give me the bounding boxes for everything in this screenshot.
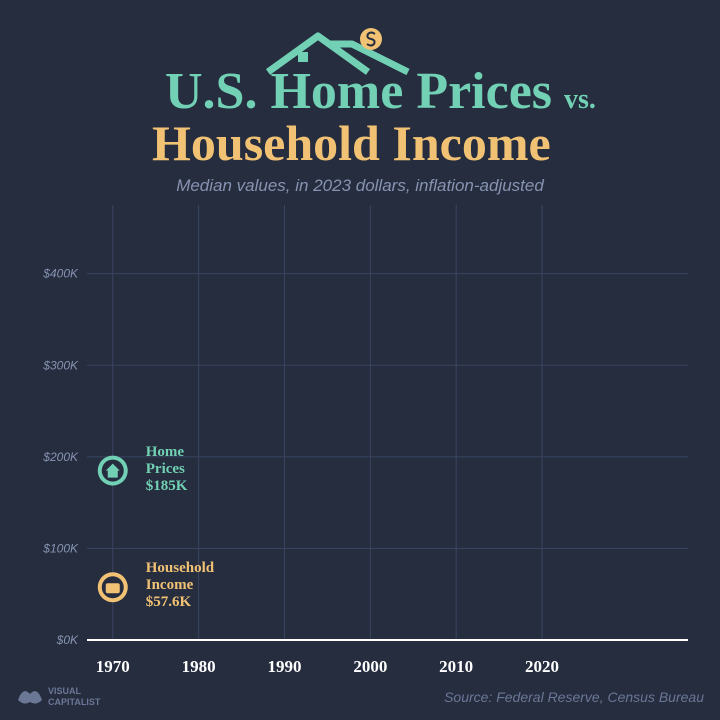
x-tick-label: 1980 [182,657,216,676]
subtitle: Median values, in 2023 dollars, inflatio… [176,176,544,195]
source: Source: Federal Reserve, Census Bureau [444,689,704,705]
x-tick-label: 2020 [525,657,559,676]
series-name: Household Income [145,560,215,594]
x-tick-label: 2010 [439,657,473,676]
logo: VISUAL CAPITALIST [18,686,101,707]
y-tick-label: $0K [56,633,79,647]
value-label: $57.6K [145,594,192,611]
x-tick-label: 2000 [353,657,387,676]
title-line1: U.S. Home Prices [165,63,552,120]
series-label: Home Prices $185K [146,444,188,495]
logo-line1: VISUAL [48,686,82,696]
home-icon [105,463,120,478]
title-connector: vs. [564,84,596,115]
y-tick-label: $100K [42,541,79,555]
y-tick-label: $400K [42,267,79,281]
y-tick-label: $300K [42,358,79,372]
series-label: Household Income $57.6K [146,560,214,611]
series-name: Home Prices [145,443,185,477]
briefcase-icon [105,583,120,594]
logo-line2: CAPITALIST [48,697,101,707]
value-label: $185K [145,477,188,494]
title-house-icon [265,28,410,76]
x-tick-label: 1990 [267,657,301,676]
title-line2: Household Income [152,115,551,171]
y-tick-label: $200K [42,450,79,464]
x-tick-label: 1970 [96,657,130,676]
